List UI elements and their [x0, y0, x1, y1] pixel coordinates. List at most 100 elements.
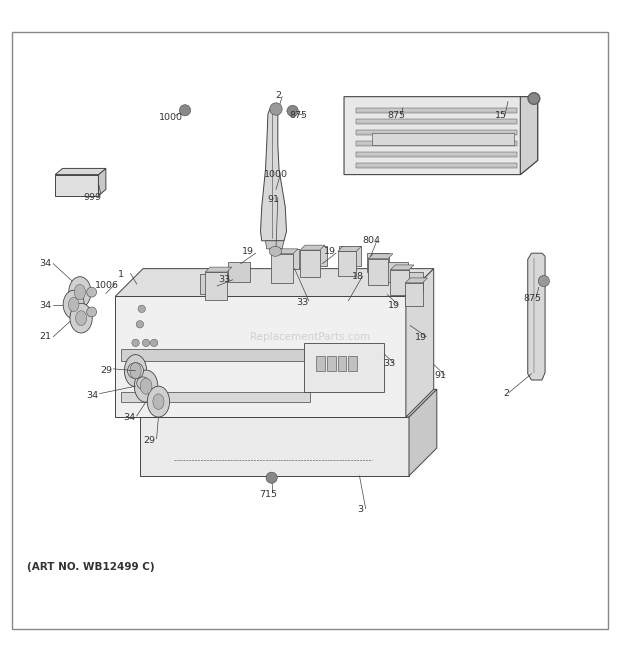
Text: 19: 19	[415, 333, 427, 342]
Text: 875: 875	[524, 294, 542, 303]
Text: 29: 29	[100, 366, 112, 375]
Text: 804: 804	[363, 236, 381, 245]
Text: ReplacementParts.com: ReplacementParts.com	[250, 332, 370, 342]
Circle shape	[143, 339, 150, 346]
Polygon shape	[356, 141, 517, 146]
Text: 18: 18	[352, 272, 365, 281]
Polygon shape	[356, 130, 517, 135]
Polygon shape	[356, 108, 517, 113]
Ellipse shape	[63, 290, 84, 319]
Text: 29: 29	[143, 436, 155, 445]
Text: 91: 91	[434, 371, 446, 380]
Text: 715: 715	[259, 490, 277, 499]
Polygon shape	[406, 268, 434, 417]
Polygon shape	[367, 253, 389, 272]
Polygon shape	[356, 163, 517, 169]
Polygon shape	[338, 247, 361, 251]
Text: (ART NO. WB12499 C): (ART NO. WB12499 C)	[27, 562, 154, 572]
Polygon shape	[272, 254, 293, 284]
Polygon shape	[391, 270, 409, 295]
Polygon shape	[122, 349, 369, 362]
Polygon shape	[122, 393, 310, 402]
Polygon shape	[356, 152, 517, 157]
Polygon shape	[300, 245, 325, 250]
Ellipse shape	[68, 297, 79, 311]
Text: 1000: 1000	[264, 170, 288, 179]
Text: 34: 34	[123, 412, 135, 422]
Ellipse shape	[153, 394, 164, 409]
Text: 3: 3	[358, 506, 364, 514]
Polygon shape	[344, 97, 538, 175]
Text: 1: 1	[118, 270, 125, 280]
Circle shape	[87, 307, 97, 317]
Polygon shape	[272, 249, 298, 254]
Text: 19: 19	[388, 301, 399, 310]
Circle shape	[151, 339, 158, 346]
Polygon shape	[140, 417, 409, 476]
Polygon shape	[200, 274, 222, 294]
Polygon shape	[99, 169, 106, 196]
Ellipse shape	[135, 370, 158, 403]
Text: 15: 15	[495, 111, 507, 120]
Polygon shape	[528, 253, 545, 380]
Text: 34: 34	[86, 391, 99, 400]
Circle shape	[270, 103, 282, 115]
Circle shape	[87, 287, 97, 297]
Ellipse shape	[125, 354, 147, 387]
Polygon shape	[265, 241, 284, 249]
Text: 21: 21	[39, 332, 51, 341]
Text: 33: 33	[383, 359, 396, 368]
Text: 34: 34	[39, 301, 51, 310]
Text: 33: 33	[296, 298, 309, 307]
Polygon shape	[405, 283, 423, 307]
Polygon shape	[405, 278, 428, 283]
Polygon shape	[277, 249, 299, 269]
Text: 1000: 1000	[159, 112, 183, 122]
Polygon shape	[520, 97, 538, 175]
Polygon shape	[327, 356, 336, 371]
Polygon shape	[368, 258, 388, 285]
Polygon shape	[55, 175, 99, 196]
Polygon shape	[205, 272, 227, 300]
Text: 999: 999	[83, 193, 101, 202]
Circle shape	[528, 93, 540, 104]
Polygon shape	[338, 356, 347, 371]
Circle shape	[287, 105, 298, 116]
Circle shape	[528, 93, 539, 104]
Polygon shape	[338, 251, 356, 276]
Polygon shape	[348, 356, 357, 371]
Ellipse shape	[130, 363, 141, 379]
Text: 19: 19	[242, 247, 254, 256]
Polygon shape	[205, 267, 232, 272]
Polygon shape	[300, 250, 320, 278]
Polygon shape	[115, 297, 406, 417]
Circle shape	[132, 339, 140, 346]
Polygon shape	[372, 133, 514, 145]
Circle shape	[266, 472, 277, 483]
Ellipse shape	[69, 277, 91, 307]
Polygon shape	[140, 389, 437, 417]
Polygon shape	[401, 272, 423, 292]
Polygon shape	[55, 169, 106, 175]
Polygon shape	[356, 119, 517, 124]
Polygon shape	[391, 265, 414, 270]
Ellipse shape	[74, 284, 86, 300]
Polygon shape	[316, 356, 325, 371]
Ellipse shape	[76, 311, 87, 326]
Polygon shape	[339, 247, 361, 266]
Polygon shape	[115, 268, 434, 297]
Polygon shape	[228, 262, 250, 282]
Text: 2: 2	[503, 389, 510, 398]
Text: 34: 34	[39, 259, 51, 268]
Polygon shape	[409, 389, 437, 476]
Circle shape	[137, 377, 149, 389]
Text: 1006: 1006	[95, 282, 119, 290]
Ellipse shape	[269, 247, 281, 256]
Circle shape	[179, 104, 190, 116]
Polygon shape	[368, 254, 393, 258]
Text: 875: 875	[388, 111, 405, 120]
Polygon shape	[304, 343, 384, 393]
Polygon shape	[260, 109, 286, 241]
Circle shape	[136, 321, 144, 328]
Circle shape	[128, 363, 144, 379]
